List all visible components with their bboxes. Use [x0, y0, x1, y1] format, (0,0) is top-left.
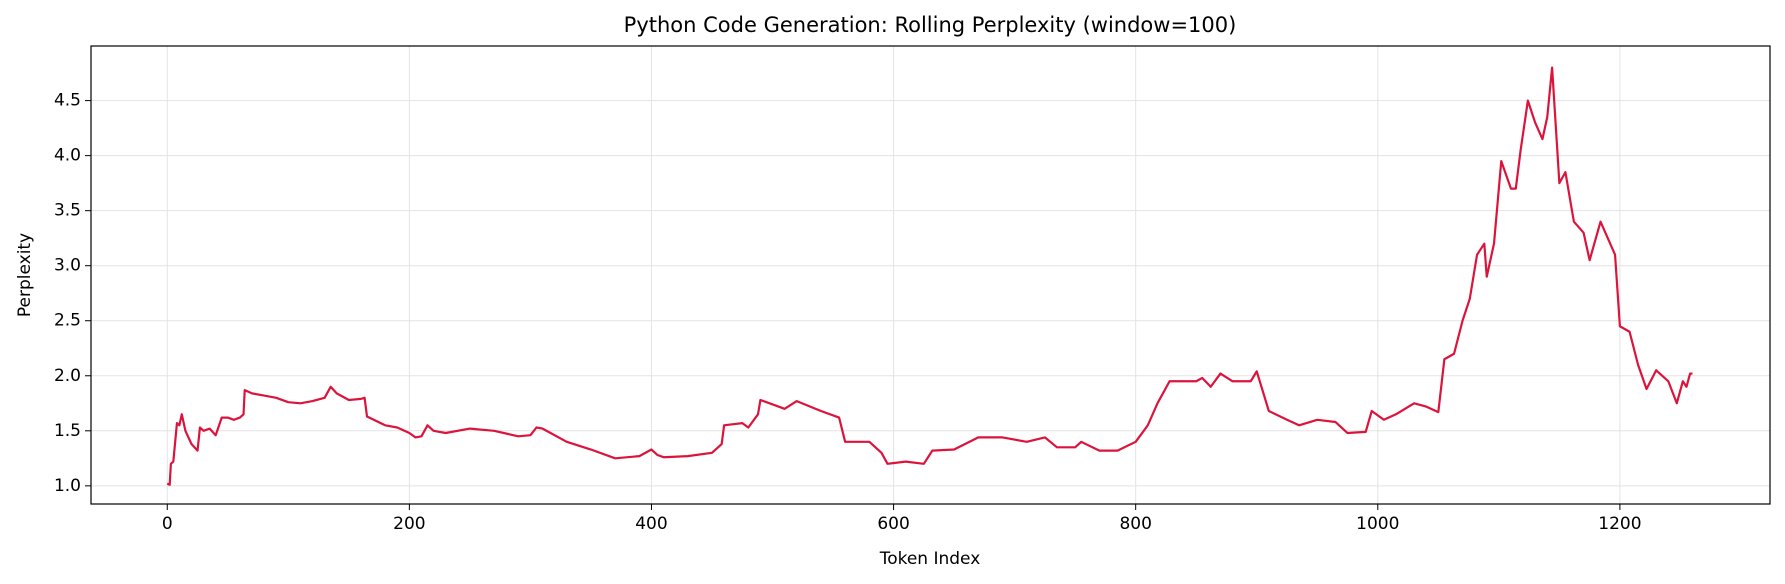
y-tick-label: 2.0 [54, 366, 81, 386]
x-tick-label: 400 [635, 514, 667, 534]
x-tick-label: 1200 [1598, 514, 1641, 534]
chart-title: Python Code Generation: Rolling Perplexi… [624, 13, 1237, 37]
y-tick-label: 4.0 [54, 146, 81, 166]
x-tick-label: 200 [393, 514, 425, 534]
x-tick-label: 600 [877, 514, 909, 534]
y-tick-label: 1.5 [54, 421, 81, 441]
plot-frame [90, 45, 1771, 505]
x-axis-label: Token Index [879, 549, 981, 569]
y-tick-label: 2.5 [54, 311, 81, 331]
data-line [166, 66, 1693, 486]
y-tick-label: 3.0 [54, 256, 81, 276]
x-tick-label: 0 [162, 514, 173, 534]
y-axis-label: Perplexity [15, 233, 35, 317]
y-tick-label: 4.5 [54, 91, 81, 111]
x-tick-label: 1000 [1356, 514, 1399, 534]
y-tick-label: 1.0 [54, 476, 81, 496]
y-tick-label: 3.5 [54, 201, 81, 221]
x-tick-label: 800 [1119, 514, 1151, 534]
